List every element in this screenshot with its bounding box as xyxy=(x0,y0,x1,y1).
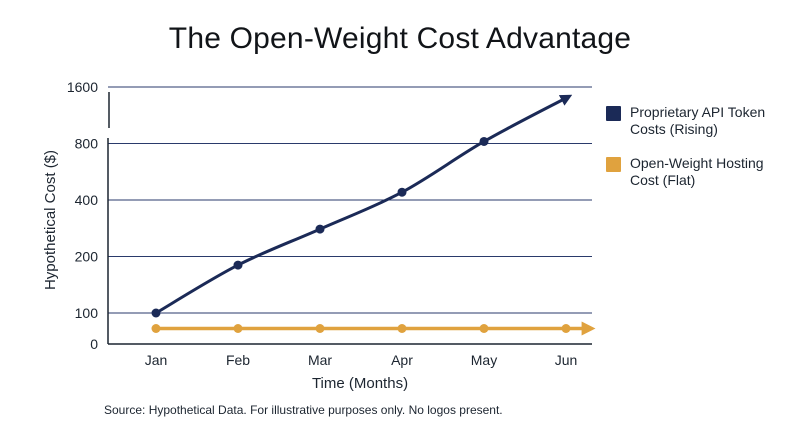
x-tick-label: Jun xyxy=(555,352,578,368)
y-tick-label: 0 xyxy=(90,336,98,352)
legend-label-open-weight: Open-Weight Hosting Cost (Flat) xyxy=(630,155,764,188)
data-point xyxy=(151,308,161,318)
data-point xyxy=(479,324,489,333)
y-tick-label: 1600 xyxy=(67,79,98,95)
x-tick-label: Jan xyxy=(145,352,168,368)
axes xyxy=(107,92,592,345)
series xyxy=(151,94,596,336)
legend-swatch-open-weight xyxy=(606,157,621,172)
y-tick-label: 200 xyxy=(75,249,99,265)
y-tick-labels: 0 100 200 400 800 1600 xyxy=(67,79,98,352)
y-axis-title: Hypothetical Cost ($) xyxy=(42,150,59,290)
data-point xyxy=(315,224,325,234)
legend: Proprietary API Token Costs (Rising) Ope… xyxy=(606,104,796,206)
data-point xyxy=(151,324,161,333)
source-note: Source: Hypothetical Data. For illustrat… xyxy=(104,403,503,417)
legend-item-proprietary: Proprietary API Token Costs (Rising) xyxy=(606,104,796,138)
data-point xyxy=(233,260,243,270)
grid-lines xyxy=(108,86,592,314)
y-tick-label: 800 xyxy=(75,136,99,152)
x-axis-title: Time (Months) xyxy=(312,375,408,392)
series-0 xyxy=(151,94,573,318)
legend-swatch-proprietary xyxy=(606,106,621,121)
series-line-0 xyxy=(154,94,573,315)
y-tick-label: 100 xyxy=(75,305,99,321)
chart-title: The Open-Weight Cost Advantage xyxy=(168,22,632,55)
legend-item-open-weight: Open-Weight Hosting Cost (Flat) xyxy=(606,155,796,189)
x-tick-labels: Jan Feb Mar Apr May Jun xyxy=(145,352,578,368)
y-tick-label: 400 xyxy=(75,192,99,208)
data-point xyxy=(397,187,407,197)
data-point xyxy=(479,136,489,146)
series-1 xyxy=(151,321,596,336)
x-tick-label: May xyxy=(471,352,497,368)
x-tick-label: Feb xyxy=(226,352,250,368)
data-point xyxy=(561,324,571,333)
data-point xyxy=(233,324,243,333)
x-tick-label: Mar xyxy=(308,352,332,368)
data-point xyxy=(397,324,407,333)
data-point xyxy=(315,324,325,333)
x-tick-label: Apr xyxy=(391,352,413,368)
legend-label-proprietary: Proprietary API Token Costs (Rising) xyxy=(630,104,766,137)
